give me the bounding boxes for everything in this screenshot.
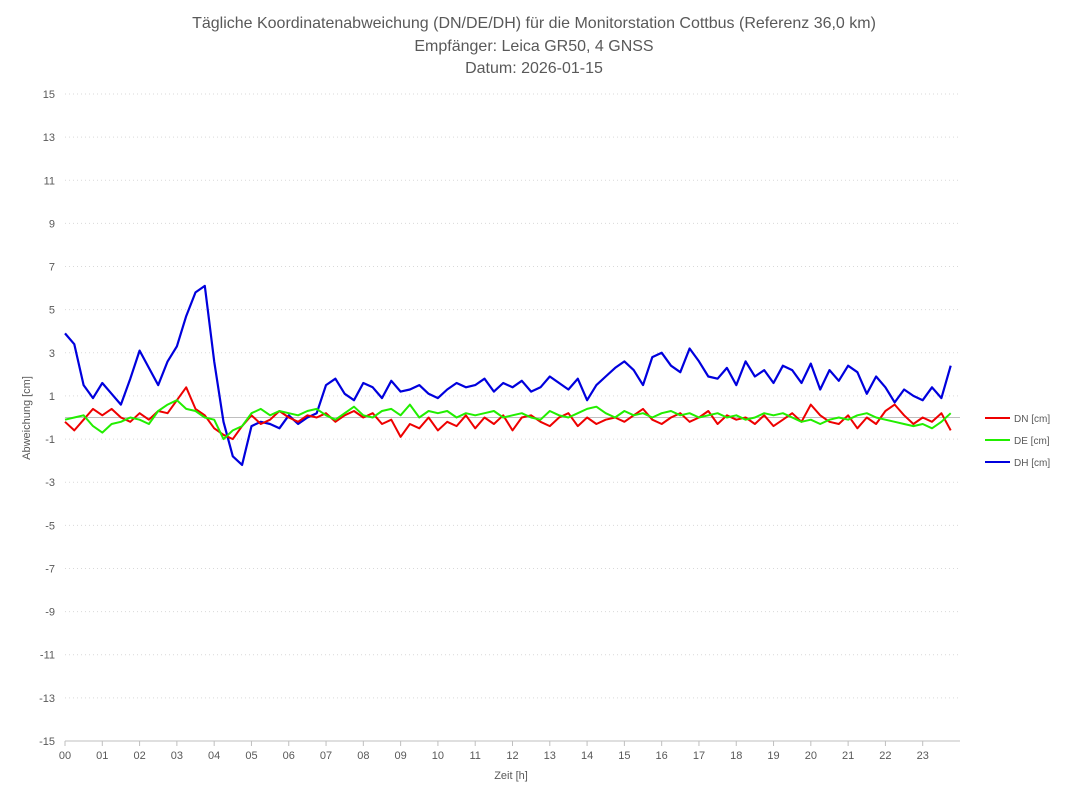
x-tick-label: 02 xyxy=(133,750,145,762)
x-tick-label: 12 xyxy=(506,750,518,762)
x-tick-label: 05 xyxy=(245,750,257,762)
x-tick-label: 10 xyxy=(432,750,444,762)
x-tick-label: 23 xyxy=(917,750,929,762)
x-tick-label: 06 xyxy=(283,750,295,762)
chart-title: Tägliche Koordinatenabweichung (DN/DE/DH… xyxy=(192,15,876,32)
y-tick-label: -3 xyxy=(45,477,55,489)
gridlines xyxy=(65,93,960,742)
y-tick-label: -5 xyxy=(45,520,55,532)
series-line-dh xyxy=(64,284,952,466)
y-tick-label: 9 xyxy=(49,218,55,230)
legend-label: DE [cm] xyxy=(1014,436,1050,447)
x-tick-label: 04 xyxy=(208,750,220,762)
x-tick-label: 09 xyxy=(395,750,407,762)
legend: DN [cm] DE [cm] DH [cm] xyxy=(985,414,1050,469)
y-tick-label: 11 xyxy=(44,175,55,187)
y-tick-label: 13 xyxy=(43,132,55,144)
chart-subtitle: Empfänger: Leica GR50, 4 GNSS xyxy=(414,38,653,55)
x-tick-label: 20 xyxy=(805,750,817,762)
y-tick-label: -9 xyxy=(45,607,55,619)
series-line-dn xyxy=(64,386,952,441)
x-axis-label: Zeit [h] xyxy=(494,770,528,782)
chart-date: Datum: 2026-01-15 xyxy=(465,60,603,77)
series-line-de xyxy=(64,399,952,441)
x-tick-label: 03 xyxy=(171,750,183,762)
x-tick-label: 11 xyxy=(469,750,480,762)
y-tick-label: 15 xyxy=(43,89,55,101)
x-tick-label: 16 xyxy=(656,750,668,762)
x-tick-label: 07 xyxy=(320,750,332,762)
x-tick-label: 00 xyxy=(59,750,71,762)
x-tick-label: 21 xyxy=(842,750,854,762)
y-tick-label: 7 xyxy=(49,262,55,274)
x-tick-label: 17 xyxy=(693,750,705,762)
y-tick-label: -1 xyxy=(45,434,55,446)
x-tick-label: 14 xyxy=(581,750,593,762)
series-lines xyxy=(64,284,952,466)
x-axis-ticks: 00 01 02 03 04 05 06 07 08 09 10 11 12 13 14 15 16 17 18 19… xyxy=(59,740,960,762)
y-tick-label: 5 xyxy=(49,305,55,317)
y-tick-label: 3 xyxy=(49,348,55,360)
x-tick-label: 08 xyxy=(357,750,369,762)
y-tick-label: -7 xyxy=(45,563,55,575)
x-tick-label: 19 xyxy=(767,750,779,762)
y-tick-label: -13 xyxy=(39,693,55,705)
legend-label: DH [cm] xyxy=(1014,458,1050,469)
y-tick-label: 1 xyxy=(49,391,55,403)
x-tick-label: 13 xyxy=(544,750,556,762)
y-axis-label: Abweichung [cm] xyxy=(21,376,33,460)
y-tick-label: -15 xyxy=(39,736,55,748)
x-tick-label: 01 xyxy=(96,750,108,762)
x-tick-label: 22 xyxy=(879,750,891,762)
x-tick-label: 15 xyxy=(618,750,630,762)
x-tick-label: 18 xyxy=(730,750,742,762)
legend-label: DN [cm] xyxy=(1014,414,1050,425)
y-tick-label: -11 xyxy=(40,650,55,662)
